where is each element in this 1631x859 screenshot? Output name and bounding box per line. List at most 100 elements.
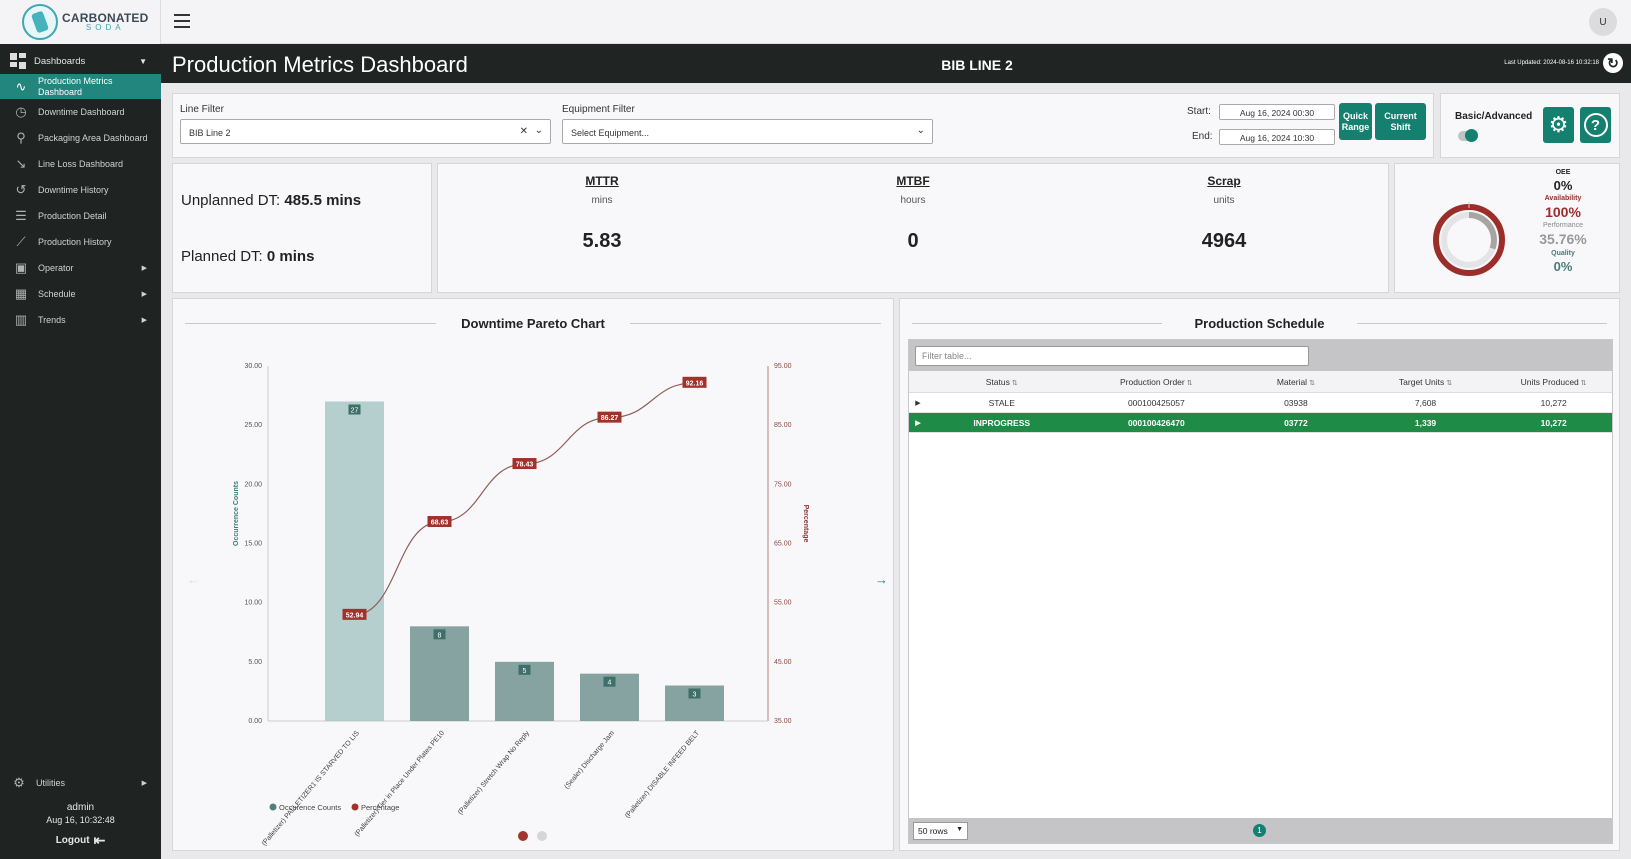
percentage-badge [682, 376, 707, 388]
bar-chart-icon: ▥ [14, 312, 28, 327]
sidebar-item-label: Production Metrics Dashboard [38, 75, 113, 97]
cell-material: 03772 [1284, 417, 1308, 428]
last-updated: Last Updated: 2024-08-16 10:32:18 [1504, 60, 1599, 66]
cell-material: 03938 [1284, 397, 1308, 408]
rows-per-page-value: 50 rows [918, 826, 948, 836]
column-status[interactable]: Status ⇅ [927, 377, 1077, 387]
sidebar-item-line-loss-dashboard[interactable]: ↘ Line Loss Dashboard [0, 151, 161, 177]
logout-label: Logout [55, 835, 90, 846]
carousel-dot[interactable] [537, 831, 547, 841]
page-number-button[interactable]: 1 [1253, 824, 1266, 837]
metric-mttr: MTTR mins 5.83 [502, 174, 702, 253]
column-target-units[interactable]: Target Units ⇅ [1356, 377, 1496, 387]
operator-badge-icon: ▣ [14, 260, 28, 275]
start-datetime-input[interactable]: Aug 16, 2024 00:30 [1219, 104, 1335, 120]
sidebar-item-trends[interactable]: ▥ Trends ▶ [0, 307, 161, 333]
sidebar-item-downtime-dashboard[interactable]: ◷ Downtime Dashboard [0, 99, 161, 125]
avatar[interactable]: U [1589, 8, 1617, 36]
y-tick-label: 10.00 [244, 600, 262, 607]
metrics-panel: MTTR mins 5.83 MTBF hours 0 Scrap units … [437, 163, 1389, 293]
chart-prev-arrow-icon[interactable]: ← [187, 572, 200, 587]
chevron-down-icon[interactable]: ⌄ [534, 125, 543, 136]
caret-down-icon: ▼ [139, 56, 147, 66]
percentage-label: 68.63 [431, 520, 449, 527]
x-tick-label: (Palletizer) Stretch Wrap No Reply [457, 729, 531, 816]
basic-advanced-toggle[interactable] [1458, 129, 1478, 142]
logout-button[interactable]: Logout ⇤ [0, 832, 161, 849]
legend-label-counts: Occurence Counts [279, 803, 341, 812]
availability-label: Availability [1544, 195, 1582, 202]
line-filter-select[interactable]: BIB Line 2 ✕ ⌄ [180, 119, 551, 144]
y2-tick-label: 85.00 [774, 422, 792, 429]
settings-gear-icon[interactable]: ⚙ [1543, 107, 1574, 143]
table-row-active[interactable]: ▶ INPROGRESS 000100426470 03772 1,339 10… [909, 413, 1612, 433]
start-label: Start: [1187, 106, 1211, 117]
sidebar-item-label: Production History [38, 236, 112, 247]
trending-down-icon: ↘ [15, 156, 27, 171]
cell-target: 1,339 [1414, 417, 1437, 428]
logo-text: CARBONATED [62, 11, 149, 25]
current-shift-button[interactable]: Current Shift [1375, 103, 1426, 140]
percentage-badge [597, 411, 622, 423]
metric-title[interactable]: MTTR [585, 174, 619, 188]
y-tick-label: 15.00 [244, 541, 262, 548]
sidebar-item-label: Production Detail [38, 210, 107, 221]
sidebar-item-utilities[interactable]: ⚙ Utilities ▶ [0, 770, 161, 796]
oee-donut-chart [1433, 202, 1505, 276]
table-filter-input[interactable]: Filter table... [915, 346, 1309, 366]
top-bar: U [161, 0, 1631, 44]
sort-icon: ⇅ [1580, 379, 1587, 387]
y2-tick-label: 35.00 [774, 718, 792, 725]
x-tick-label: (Palletizer) PALLETIZER1 IS STARVED TO L… [261, 730, 361, 848]
sidebar-item-packaging-area-dashboard[interactable]: ⚲ Packaging Area Dashboard [0, 125, 161, 151]
rows-per-page-select[interactable]: 50 rows ▼ [913, 822, 968, 840]
chevron-down-icon[interactable]: ⌄ [916, 125, 925, 136]
sidebar: CARBONATED SODA Dashboards ▼ ∿ Production… [0, 0, 161, 859]
page-title: Production Metrics Dashboard [172, 52, 468, 77]
column-units-produced[interactable]: Units Produced ⇅ [1495, 377, 1612, 387]
sidebar-item-label: Packaging Area Dashboard [38, 132, 148, 143]
sidebar-item-schedule[interactable]: ▦ Schedule ▶ [0, 281, 161, 307]
expand-row-icon[interactable]: ▶ [915, 399, 921, 407]
end-datetime-input[interactable]: Aug 16, 2024 10:30 [1219, 129, 1335, 145]
metric-title[interactable]: Scrap [1207, 174, 1241, 188]
sidebar-item-production-metrics-dashboard[interactable]: ∿ Production Metrics Dashboard [0, 74, 161, 99]
y2-axis-label: Percentage [802, 505, 809, 543]
y2-tick-label: 75.00 [774, 481, 792, 488]
hamburger-menu-icon[interactable] [174, 14, 190, 28]
caret-right-icon: ▶ [141, 291, 147, 298]
filter-panel: Line Filter BIB Line 2 ✕ ⌄ Equipment Fil… [172, 93, 1434, 158]
metric-title[interactable]: MTBF [896, 174, 930, 188]
percentage-label: 86.27 [601, 415, 619, 422]
y2-tick-label: 55.00 [774, 600, 792, 607]
sidebar-section-dashboards[interactable]: Dashboards ▼ [0, 48, 161, 74]
column-material[interactable]: Material ⇅ [1236, 377, 1356, 387]
bar-value-label: 8 [438, 632, 442, 639]
sidebar-item-label: Trends [38, 314, 66, 325]
percentage-line [354, 382, 695, 616]
y-tick-label: 5.00 [248, 659, 262, 666]
carousel-dot-active[interactable] [518, 831, 528, 841]
column-production-order[interactable]: Production Order ⇅ [1077, 377, 1237, 387]
y-tick-label: 0.00 [248, 718, 262, 725]
caret-right-icon: ▶ [141, 317, 147, 324]
sidebar-datetime: Aug 16, 10:32:48 [46, 815, 115, 825]
help-icon[interactable]: ? [1580, 107, 1611, 143]
chart-next-arrow-icon[interactable]: → [875, 572, 888, 587]
table-row[interactable]: ▶ STALE 000100425057 03938 7,608 10,272 [909, 393, 1612, 413]
equipment-filter-label: Equipment Filter [562, 104, 635, 115]
logo[interactable]: CARBONATED SODA [0, 0, 161, 44]
planned-dt-label: Planned DT: [181, 248, 263, 265]
quick-range-button[interactable]: Quick Range [1339, 103, 1372, 140]
sidebar-item-downtime-history[interactable]: ↺ Downtime History [0, 177, 161, 203]
refresh-icon[interactable]: ↻ [1603, 53, 1623, 73]
oee-panel: OEE 0% Availability 100% Performance 35.… [1394, 163, 1620, 293]
sidebar-item-production-detail[interactable]: ☰ Production Detail [0, 203, 161, 229]
schedule-table: Filter table... Status ⇅ Production Order… [908, 339, 1613, 844]
pareto-panel: Downtime Pareto Chart 0.00 5.00 10.00 15.00… [172, 298, 894, 851]
sidebar-item-operator[interactable]: ▣ Operator ▶ [0, 255, 161, 281]
expand-row-icon[interactable]: ▶ [915, 419, 921, 427]
equipment-filter-select[interactable]: Select Equipment... ⌄ [562, 119, 933, 144]
clear-icon[interactable]: ✕ [519, 126, 528, 137]
sidebar-item-production-history[interactable]: ⟋ Production History [0, 229, 161, 255]
